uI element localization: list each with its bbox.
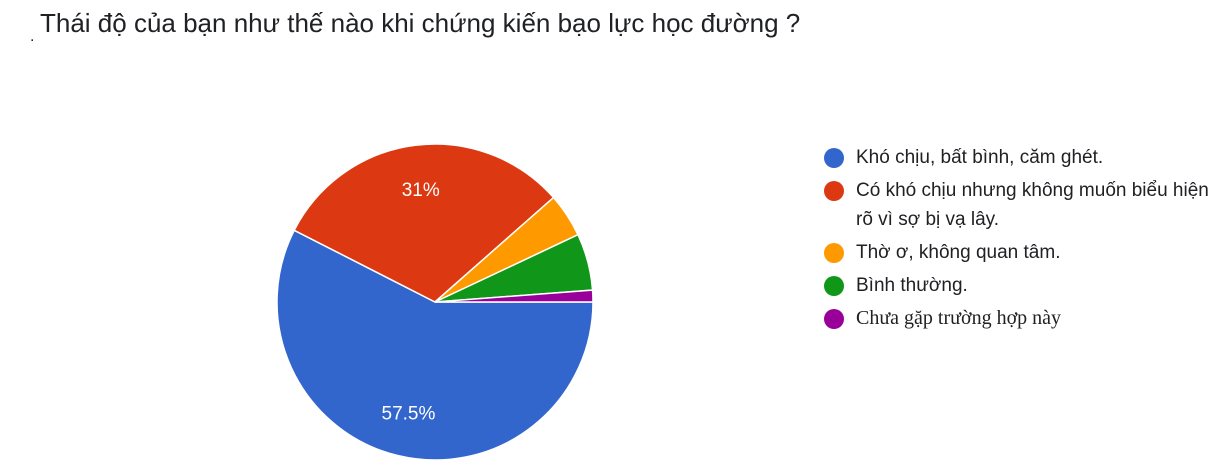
legend-label: Chưa gặp trường hợp này (856, 307, 1062, 329)
legend: Khó chịu, bất bình, căm ghét. Có khó chị… (822, 143, 1212, 337)
pie-slice (276, 229, 594, 461)
legend-item: Bình thường. (822, 271, 1212, 300)
legend-item: Khó chịu, bất bình, căm ghét. (822, 143, 1212, 172)
legend-item: Chưa gặp trường hợp này (822, 304, 1212, 333)
pie-slice (434, 289, 594, 303)
title-marker: . (30, 28, 35, 45)
chart-title: Thái độ của bạn như thế nào khi chứng ki… (40, 8, 801, 38)
legend-label: Bình thường. (856, 275, 968, 296)
legend-swatch (824, 148, 844, 168)
legend-swatch (824, 243, 844, 263)
legend-item: Thờ ơ, không quan tâm. (822, 238, 1212, 267)
slice-data-label: 57.5% (382, 404, 436, 425)
legend-swatch (824, 309, 844, 329)
legend-item: Có khó chịu nhưng không muốn biểu hiện r… (822, 176, 1212, 234)
slice-data-label: 31% (402, 180, 440, 201)
legend-swatch (824, 181, 844, 201)
legend-label: Khó chịu, bất bình, căm ghét. (856, 147, 1104, 168)
pie-slice (293, 143, 555, 303)
legend-swatch (824, 276, 844, 296)
legend-label: Có khó chịu nhưng không muốn biểu hiện r… (856, 180, 1209, 230)
legend-label: Thờ ơ, không quan tâm. (856, 242, 1061, 263)
